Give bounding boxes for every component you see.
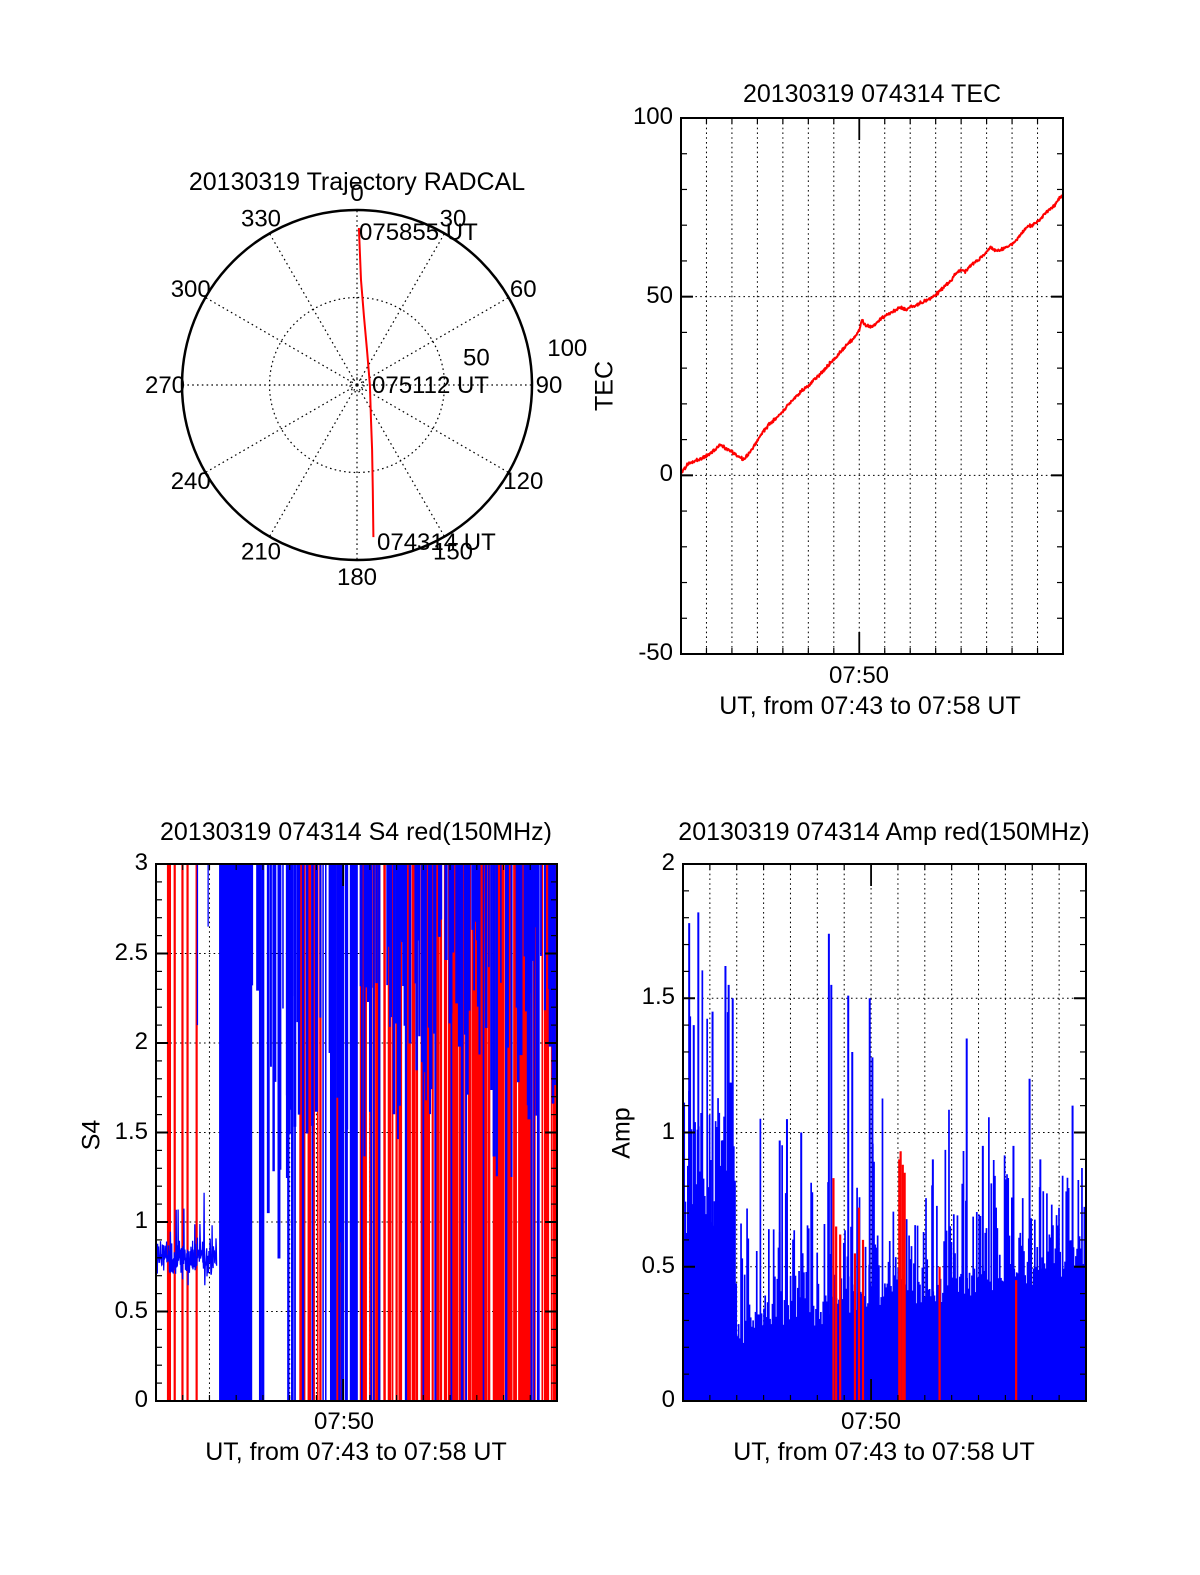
trajectory-polar-plot: 0 30 60 90 120 150 180 210 240 270 300 330 50 100 0758… [145, 180, 587, 591]
y-tick-label: 2 [661, 849, 675, 876]
y-tick-label: 1.5 [114, 1117, 148, 1145]
tec-series-line [680, 193, 1064, 474]
polar-azimuth-label: 90 [536, 372, 563, 399]
s4-red-block [475, 865, 487, 1400]
polar-azimuth-label: 0 [350, 180, 363, 207]
s4-plot [155, 863, 558, 1402]
polar-azimuth-label: 240 [171, 468, 211, 495]
polar-azimuth-label: 300 [171, 276, 211, 303]
s4-blue-block [230, 865, 238, 1400]
y-tick-label: 0.5 [114, 1296, 148, 1324]
polar-azimuth-label: 150 [433, 538, 473, 565]
s4-x-axis-label: UT, from 07:43 to 07:58 UT [205, 1438, 507, 1466]
y-tick-label: 3 [134, 849, 148, 876]
polar-azimuth-label: 270 [145, 372, 185, 399]
y-tick-label: 2.5 [114, 938, 148, 966]
polar-center-mark [349, 377, 365, 393]
y-tick-label: 0 [134, 1386, 148, 1413]
s4-trace-line [155, 1192, 218, 1286]
y-tick-label: 1.5 [641, 983, 675, 1011]
plot-frame [680, 117, 1064, 655]
polar-radius-label: 50 [463, 344, 490, 371]
polar-spoke [356, 296, 509, 386]
trajectory-time-annotation: 075855 UT [359, 219, 478, 246]
trajectory-title: 20130319 Trajectory RADCAL [188, 168, 526, 196]
amp-x-axis-label: UT, from 07:43 to 07:58 UT [733, 1438, 1035, 1466]
s4-blue-block [243, 865, 249, 1400]
amp-title: 20130319 074314 Amp red(150MHz) [678, 818, 1090, 846]
polar-azimuth-label: 30 [440, 206, 467, 233]
y-tick-label: 1 [661, 1117, 675, 1145]
y-tick-label: 2 [134, 1028, 148, 1055]
y-tick-label: 100 [632, 103, 673, 130]
polar-ring-100 [180, 208, 534, 562]
polar-azimuth-label: 330 [241, 206, 281, 233]
y-tick-label: 1 [134, 1207, 148, 1234]
trajectory-path [357, 227, 375, 538]
polar-azimuth-label: 180 [337, 564, 377, 591]
s4-x-tick-label: 07:50 [313, 1408, 375, 1435]
polar-spoke [205, 384, 358, 474]
trajectory-time-annotation: 074314 UT [377, 529, 496, 556]
y-tick-label: 0 [659, 460, 673, 488]
tec-plot [680, 117, 1064, 655]
s4-blue-block [349, 865, 358, 1400]
polar-azimuth-label: 60 [510, 276, 537, 303]
y-tick-label: 0.5 [641, 1251, 675, 1279]
tec-x-axis-label: UT, from 07:43 to 07:58 UT [719, 692, 1021, 720]
tec-y-axis-label: TEC [590, 361, 619, 411]
trajectory-time-annotation: 075112 UT [372, 372, 489, 399]
amp-plot [682, 863, 1087, 1402]
y-tick-label: 50 [646, 281, 673, 309]
polar-radius-label: 100 [547, 335, 587, 362]
polar-spoke [356, 384, 509, 474]
polar-ring-50 [268, 296, 446, 474]
tec-title: 20130319 074314 TEC [742, 80, 1002, 108]
polar-azimuth-label: 210 [241, 538, 281, 565]
y-tick-label: 0 [661, 1386, 675, 1413]
polar-azimuth-label: 120 [503, 468, 543, 495]
y-tick-label: -50 [638, 639, 673, 666]
tec-x-tick-label: 07:50 [828, 662, 890, 689]
amp-x-tick-label: 07:50 [840, 1408, 902, 1435]
s4-title: 20130319 074314 S4 red(150MHz) [160, 818, 552, 846]
polar-spoke [205, 296, 358, 386]
